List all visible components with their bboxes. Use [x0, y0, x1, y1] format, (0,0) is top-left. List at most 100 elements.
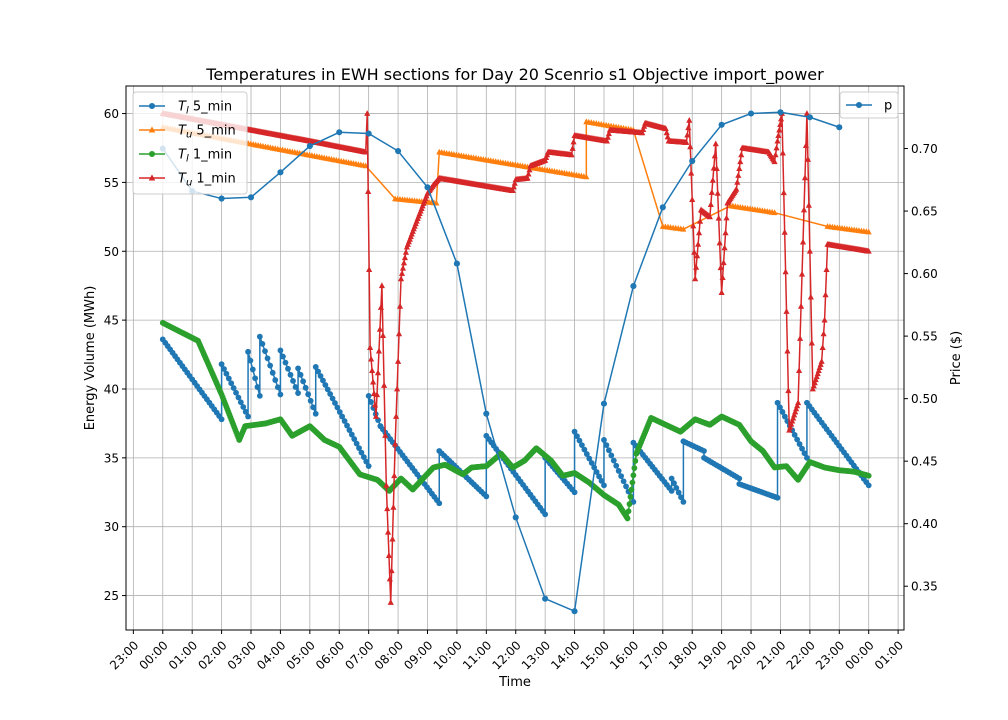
data-point [618, 473, 625, 479]
data-point [718, 289, 725, 295]
data-point [387, 599, 394, 605]
data-point [583, 451, 590, 457]
data-point [576, 437, 583, 444]
y-left-tick-label: 60 [104, 107, 119, 121]
y-axis-left: 25 30 35 40 45 50 55 60 [104, 107, 126, 603]
data-point [542, 511, 549, 518]
data-point [709, 176, 716, 183]
data-point [783, 308, 790, 314]
data-point [781, 413, 788, 420]
y-right-tick-label: 0.60 [911, 267, 938, 281]
x-tick-label: 16:00 [607, 638, 641, 672]
x-tick-label: 02:00 [195, 638, 229, 672]
legend-swatch-marker [148, 150, 156, 158]
data-point [453, 260, 460, 267]
data-point [803, 110, 810, 116]
data-point [336, 129, 343, 136]
data-point [781, 228, 788, 235]
data-point [701, 448, 707, 454]
data-point [364, 110, 371, 116]
series-p [159, 109, 843, 615]
data-point [399, 264, 407, 271]
data-point [814, 370, 821, 377]
data-point [610, 457, 617, 464]
data-point [680, 225, 687, 232]
data-point [630, 283, 637, 290]
data-point [686, 117, 693, 123]
data-point [774, 494, 781, 501]
data-point [813, 373, 820, 380]
x-tick-label: 03:00 [225, 638, 259, 672]
data-point [809, 385, 816, 392]
data-point [252, 375, 259, 382]
y-left-tick-label: 25 [104, 589, 119, 603]
data-point [274, 384, 281, 391]
data-point [374, 369, 382, 376]
data-point [713, 165, 720, 172]
data-point [671, 480, 677, 487]
data-point [329, 395, 336, 402]
legend-label: p [884, 99, 892, 114]
data-point [620, 478, 627, 485]
data-point [821, 316, 828, 323]
data-point [779, 409, 786, 415]
data-point [806, 114, 813, 121]
data-point [613, 462, 620, 469]
data-point [542, 595, 549, 602]
data-point [690, 222, 697, 229]
data-point [378, 282, 385, 289]
data-point [397, 275, 405, 282]
data-point [282, 359, 289, 366]
data-point [365, 188, 372, 194]
data-point [865, 472, 872, 479]
data-point [385, 528, 392, 535]
y-left-tick-label: 35 [104, 451, 119, 465]
x-tick-label: 13:00 [519, 638, 553, 672]
data-point [383, 481, 390, 488]
data-point [395, 358, 402, 364]
data-point [688, 169, 695, 176]
x-axis: 23:0000:0001:0002:0003:0004:0005:0006:00… [107, 630, 906, 673]
data-point [747, 110, 755, 117]
data-point [332, 400, 338, 406]
x-tick-label: 18:00 [666, 638, 700, 672]
data-point [371, 401, 379, 408]
data-point [733, 185, 740, 192]
data-point [735, 172, 742, 178]
data-point [632, 458, 639, 464]
data-point [327, 391, 334, 397]
data-point [793, 405, 800, 412]
data-point [369, 367, 376, 374]
data-point [668, 475, 675, 482]
data-point [334, 404, 341, 411]
data-point [368, 399, 374, 405]
y-axis-right: 0.35 0.40 0.45 0.50 0.55 0.60 0.65 0.70 [904, 142, 938, 594]
x-tick-label: 01:00 [872, 638, 906, 672]
data-point [365, 130, 372, 137]
legend-right: p [839, 91, 899, 119]
series-t_l-1_min [159, 319, 872, 522]
data-point [791, 432, 798, 438]
data-point [400, 259, 408, 266]
legend-label: Tl 5_min [178, 100, 232, 117]
data-point [305, 391, 312, 398]
data-point [324, 386, 331, 393]
data-point [571, 608, 578, 615]
data-point [346, 427, 353, 433]
data-point [393, 413, 400, 419]
legend-swatch-marker [148, 102, 156, 110]
data-point [822, 291, 829, 298]
data-point [797, 302, 805, 309]
data-point [706, 213, 713, 220]
data-point [807, 293, 814, 300]
data-point [583, 173, 590, 180]
data-point [603, 137, 610, 144]
data-point [568, 151, 575, 158]
data-point [277, 169, 284, 176]
data-point [256, 333, 263, 340]
data-point [659, 204, 666, 211]
data-point [631, 465, 638, 471]
data-point [790, 414, 797, 421]
